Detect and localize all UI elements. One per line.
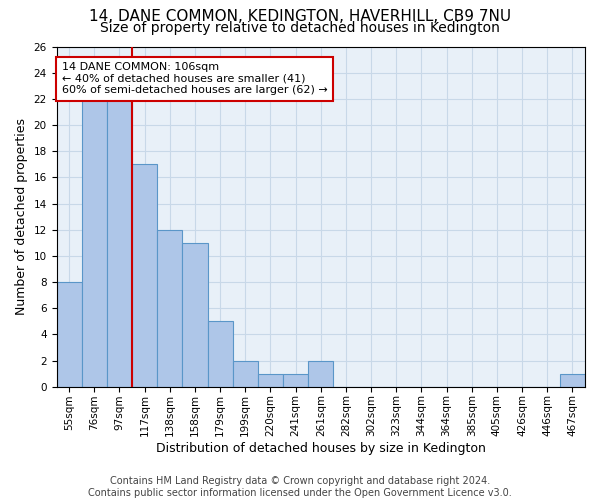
Bar (82, 99, 107, 386)
Bar (132, 164, 157, 386)
Bar (157, 230, 182, 386)
Bar (208, 322, 233, 386)
X-axis label: Distribution of detached houses by size in Kedington: Distribution of detached houses by size … (156, 442, 486, 455)
Bar (258, 374, 283, 386)
Bar (308, 360, 334, 386)
Text: 14, DANE COMMON, KEDINGTON, HAVERHILL, CB9 7NU: 14, DANE COMMON, KEDINGTON, HAVERHILL, C… (89, 9, 511, 24)
Bar (182, 243, 208, 386)
Text: Size of property relative to detached houses in Kedington: Size of property relative to detached ho… (100, 21, 500, 35)
Bar (56, 282, 82, 387)
Bar (233, 360, 258, 386)
Text: Contains HM Land Registry data © Crown copyright and database right 2024.
Contai: Contains HM Land Registry data © Crown c… (88, 476, 512, 498)
Y-axis label: Number of detached properties: Number of detached properties (15, 118, 28, 315)
Bar (560, 374, 585, 386)
Bar (107, 99, 132, 386)
Text: 14 DANE COMMON: 106sqm
← 40% of detached houses are smaller (41)
60% of semi-det: 14 DANE COMMON: 106sqm ← 40% of detached… (62, 62, 328, 96)
Bar (283, 374, 308, 386)
